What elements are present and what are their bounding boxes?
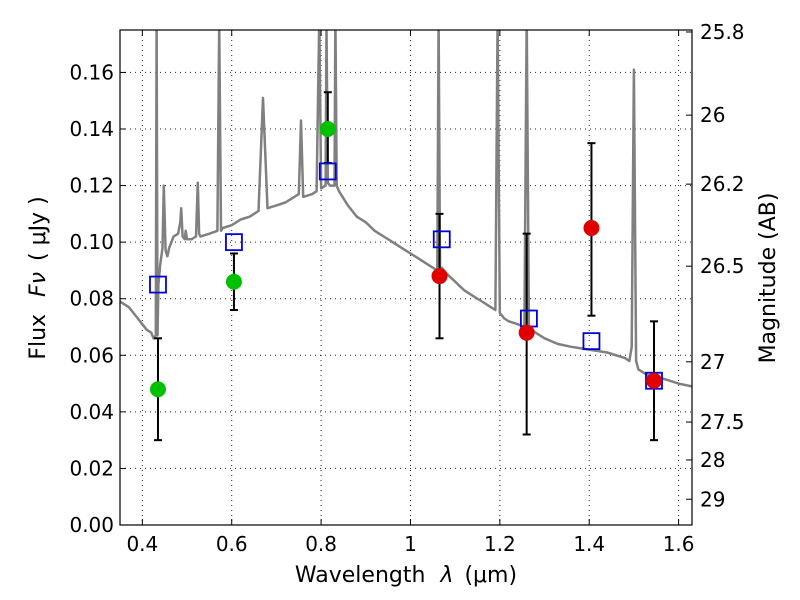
y2-tick-label: 27.5 <box>700 410 745 434</box>
x-axis-label-symbol: λ <box>439 563 453 588</box>
measured-flux-point <box>225 273 242 290</box>
y-axis-right: 25.8 26 26.2 26.5 27 27.5 28 29 <box>686 20 745 511</box>
measured-flux-point <box>149 381 166 398</box>
x-axis-label-unit: (μm) <box>464 563 517 588</box>
y-axis-label: Flux Fν ( μJy ) <box>26 196 51 359</box>
y-axis-left: 0.00 0.02 0.04 0.06 0.08 0.10 0.12 0.14 0.16 <box>69 60 126 537</box>
x-tick-label: 1.2 <box>484 532 516 556</box>
plot-frame <box>119 29 693 526</box>
x-tick-label: 1.6 <box>663 532 695 556</box>
y-tick-label: 0.02 <box>69 456 114 480</box>
x-axis: 0.4 0.6 0.8 1 1.2 1.4 1.6 <box>126 30 695 556</box>
y-tick-label: 0.14 <box>69 117 114 141</box>
y2-tick-label: 25.8 <box>700 20 745 44</box>
y2-tick-label: 26 <box>700 103 725 127</box>
x-tick-label: 0.6 <box>216 532 248 556</box>
x-tick-label: 1.4 <box>573 532 605 556</box>
y2-tick-label: 26.5 <box>700 254 745 278</box>
y-tick-label: 0.10 <box>69 230 114 254</box>
model-photometry-square <box>225 233 243 252</box>
x-tick-label: 0.4 <box>126 532 158 556</box>
y2-tick-label: 29 <box>700 487 725 511</box>
y-axis-label-symbol: Fν <box>26 272 51 297</box>
x-axis-label-text: Wavelength <box>295 563 426 588</box>
x-axis-label: Wavelength λ (μm) <box>295 563 517 588</box>
measured-flux-point <box>319 121 336 137</box>
measured-flux-point <box>431 268 448 285</box>
y2-tick-label: 27 <box>700 350 725 374</box>
measured-flux-point <box>583 220 600 236</box>
model-photometry-square <box>149 275 167 294</box>
model-photometry-square <box>432 230 451 249</box>
y-tick-label: 0.16 <box>69 60 114 84</box>
y-tick-label: 0.06 <box>69 343 114 367</box>
model-photometry-square <box>582 332 601 351</box>
y-tick-label: 0.08 <box>69 287 114 311</box>
y2-tick-label: 26.2 <box>700 172 745 196</box>
model-sed-line <box>120 30 692 388</box>
x-tick-label: 1 <box>404 532 417 556</box>
measured-flux-point <box>518 324 535 341</box>
y2-tick-label: 28 <box>700 448 725 472</box>
grid-lines <box>120 30 692 526</box>
y-axis-label-unit: ( μJy ) <box>26 196 51 261</box>
y-tick-label: 0.04 <box>69 400 114 424</box>
y-tick-label: 0.00 <box>69 513 114 537</box>
y-tick-label: 0.12 <box>69 174 114 198</box>
y2-axis-label: Magnitude (AB) <box>756 193 781 364</box>
x-tick-label: 0.8 <box>305 532 337 556</box>
photometry-points <box>149 91 663 442</box>
y-axis-label-text: Flux <box>26 314 51 360</box>
measured-flux-point <box>646 372 663 389</box>
model-photometry-square <box>318 162 337 181</box>
